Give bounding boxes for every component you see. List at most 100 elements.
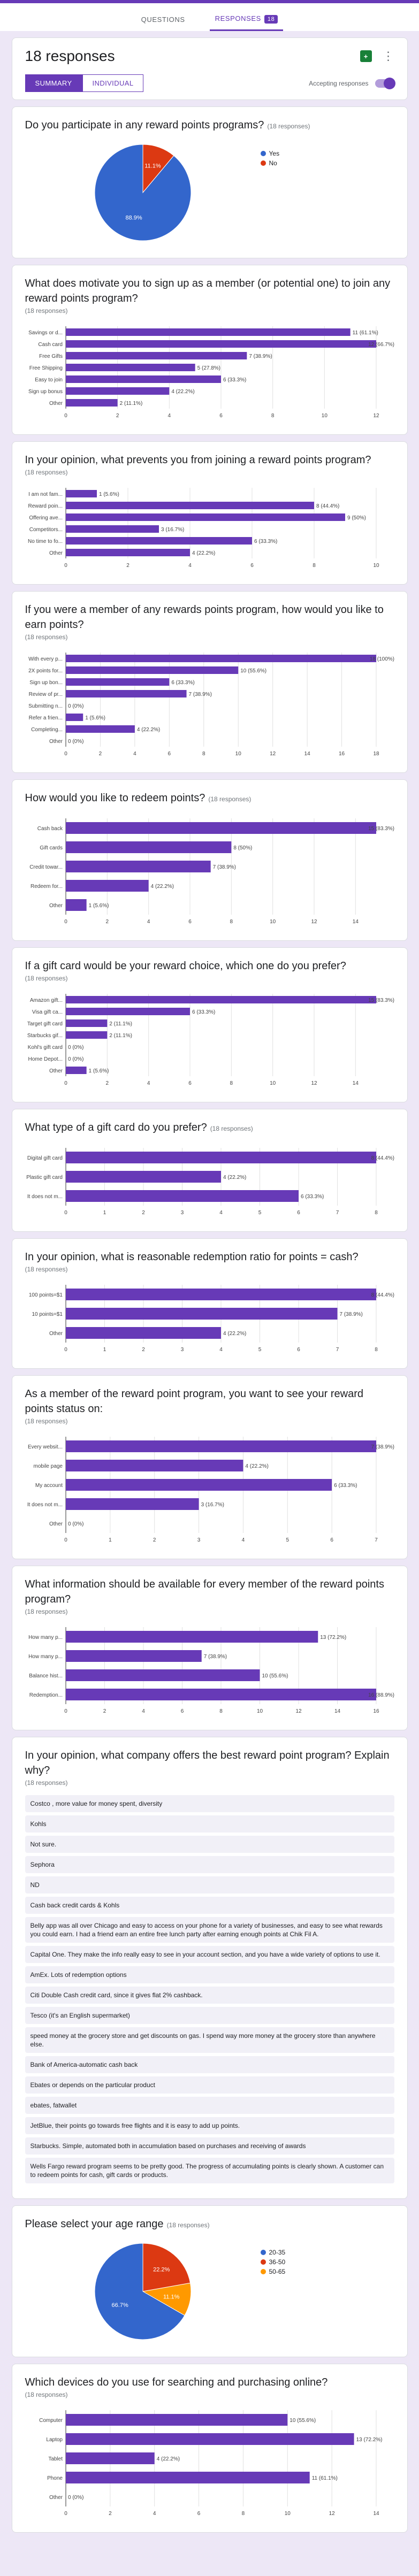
tick-label: 16 [338, 751, 345, 757]
category-label: Other [49, 401, 63, 407]
question-title: Which devices do you use for searching a… [25, 2375, 394, 2390]
tick-label: 8 [375, 1347, 378, 1353]
question-text: As a member of the reward point program,… [25, 1388, 364, 1415]
bar [65, 666, 238, 674]
accepting-responses-toggle[interactable] [375, 77, 395, 89]
legend-dot [260, 160, 266, 166]
tick-label: 10 [321, 413, 327, 419]
text-response: ebates, fatwallet [25, 2097, 394, 2114]
question-text: In your opinion, what prevents you from … [25, 454, 371, 466]
bar-chart: 0 2 4 6 8 10 12 14 16 How many p... 13 (72.2%) How … [28, 1627, 394, 1714]
bar [65, 502, 314, 509]
bar-value-label: 4 (22.2%) [223, 1331, 246, 1337]
tick-label: 12 [295, 1708, 302, 1714]
tick-label: 14 [352, 1080, 359, 1086]
bar-chart: 0 2 4 6 8 10 12 14 16 18 With every p... 18 (100%) 2… [28, 653, 394, 757]
bar [65, 725, 135, 733]
bar [65, 861, 211, 872]
category-label: Other [49, 739, 63, 745]
tab-summary[interactable]: SUMMARY [25, 74, 82, 92]
text-response: Sephora [25, 1856, 394, 1873]
category-label: Phone [47, 2475, 63, 2481]
category-label: Other [49, 550, 63, 556]
chart-legend: 20-35 36-50 50-65 [260, 2249, 286, 2278]
tick-label: 6 [297, 1347, 300, 1353]
tick-label: 3 [180, 1210, 184, 1216]
bar [65, 1190, 299, 1202]
question-title: In your opinion, what company offers the… [25, 1748, 394, 1778]
bar [65, 352, 247, 359]
legend-label: 36-50 [269, 2258, 286, 2266]
question-card: If a gift card would be your reward choi… [11, 947, 408, 1102]
pie-slice-label: 11.1% [144, 163, 161, 169]
text-response: Starbucks. Simple, automated both in acc… [25, 2137, 394, 2155]
bar [65, 1460, 243, 1471]
tick-label: 14 [352, 919, 359, 925]
question-card: What does motivate you to sign up as a m… [11, 265, 408, 435]
tab-individual[interactable]: INDIVIDUAL [82, 74, 144, 92]
bar [65, 1440, 376, 1452]
text-response: Bank of America-automatic cash back [25, 2056, 394, 2073]
category-label: Credit towar... [29, 864, 63, 870]
responses-header: 18 responses + ⋮ SUMMARY INDIVIDUAL Acce… [11, 37, 408, 100]
question-card: Which devices do you use for searching a… [11, 2364, 408, 2533]
tick-label: 4 [219, 1347, 223, 1353]
more-options-icon[interactable]: ⋮ [382, 49, 394, 63]
pie-slice-label: 66.7% [111, 2302, 128, 2309]
tick-label: 10 [256, 1708, 263, 1714]
tick-label: 4 [142, 1708, 145, 1714]
bar-value-label: 2 (11.1%) [109, 1021, 132, 1027]
bar-value-label: 0 (0%) [68, 1045, 83, 1051]
tick-label: 16 [373, 1708, 379, 1714]
legend-label: 20-35 [269, 2249, 286, 2256]
bar [65, 513, 345, 521]
tab-questions[interactable]: QUESTIONS [136, 16, 191, 31]
bar-value-label: 4 (22.2%) [192, 550, 215, 556]
response-count: (18 responses) [166, 2221, 210, 2229]
tick-label: 8 [313, 563, 316, 569]
tick-label: 8 [230, 1080, 233, 1086]
bar-value-label: 15 (83.3%) [368, 826, 394, 832]
tick-label: 0 [64, 919, 67, 925]
bar-value-label: 7 (38.9%) [188, 692, 211, 697]
bar-value-label: 3 (16.7%) [161, 527, 184, 533]
tab-responses[interactable]: RESPONSES 18 [209, 14, 284, 31]
category-label: Kohl's gift card [27, 1045, 62, 1051]
tick-label: 0 [64, 563, 67, 569]
response-count: (18 responses) [25, 1266, 68, 1273]
bar [65, 1008, 190, 1015]
category-label: Sign up bon... [29, 680, 63, 686]
response-count: (18 responses) [25, 975, 68, 982]
category-label: Home Depot... [28, 1056, 62, 1062]
bar-value-label: 3 (16.7%) [201, 1502, 224, 1508]
tick-label: 14 [334, 1708, 340, 1714]
bar [65, 1669, 260, 1681]
text-response: ND [25, 1876, 394, 1893]
pie-slice-label: 22.2% [153, 2267, 170, 2273]
tick-label: 6 [297, 1210, 300, 1216]
tick-label: 2 [142, 1347, 145, 1353]
bar-value-label: 10 (55.6%) [262, 1673, 288, 1679]
tick-label: 12 [329, 2511, 335, 2517]
bar-value-label: 6 (33.3%) [254, 539, 277, 545]
bar-value-label: 15 (83.3%) [368, 998, 394, 1003]
bar-value-label: 7 (38.9%) [203, 1654, 226, 1660]
question-text: How would you like to redeem points? [25, 792, 205, 804]
question-list: Do you participate in any reward points … [11, 106, 408, 2533]
question-text: What information should be available for… [25, 1578, 384, 1605]
tick-label: 4 [167, 413, 171, 419]
bar [65, 1031, 107, 1039]
tick-label: 2 [98, 751, 102, 757]
spreadsheet-icon[interactable]: + [360, 50, 372, 62]
bar-value-label: 11 (61.1%) [352, 330, 378, 336]
tick-label: 3 [180, 1347, 184, 1353]
category-label: Other [49, 1068, 63, 1074]
category-label: Target gift card [27, 1021, 62, 1027]
bar-value-label: 0 (0%) [68, 1521, 83, 1527]
bar [65, 1289, 376, 1300]
tick-label: 2 [105, 919, 109, 925]
legend-entry: Yes [260, 150, 279, 157]
bar-value-label: 4 (22.2%) [223, 1175, 246, 1180]
response-count: (18 responses) [25, 2391, 68, 2398]
pie-svg: 22.2% 11.1% 66.7% [94, 2243, 191, 2340]
